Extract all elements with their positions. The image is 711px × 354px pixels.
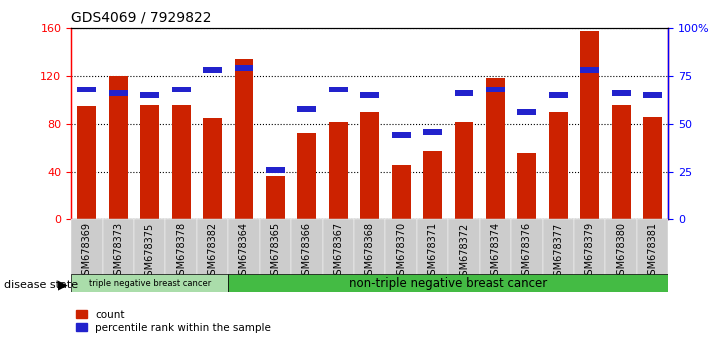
Bar — [611, 90, 631, 96]
Text: GSM678381: GSM678381 — [648, 222, 658, 281]
Text: GSM678370: GSM678370 — [396, 222, 406, 281]
Bar — [266, 176, 285, 219]
Text: GDS4069 / 7929822: GDS4069 / 7929822 — [71, 10, 212, 24]
Bar — [297, 105, 316, 112]
Bar — [235, 59, 253, 219]
Bar — [140, 92, 159, 98]
Bar — [329, 121, 348, 219]
Text: GSM678373: GSM678373 — [113, 222, 123, 281]
Bar — [542, 219, 574, 276]
Text: ▶: ▶ — [58, 279, 68, 291]
Bar — [392, 132, 410, 138]
Bar — [228, 219, 260, 276]
Bar — [360, 92, 379, 98]
Bar — [166, 219, 197, 276]
Bar — [228, 274, 668, 292]
Bar — [329, 86, 348, 92]
Bar — [354, 219, 385, 276]
Bar — [71, 274, 228, 292]
Text: GSM678368: GSM678368 — [365, 222, 375, 281]
Text: disease state: disease state — [4, 280, 77, 290]
Text: GSM678375: GSM678375 — [144, 222, 155, 281]
Bar — [197, 219, 228, 276]
Text: GSM678376: GSM678376 — [522, 222, 532, 281]
Bar — [580, 67, 599, 73]
Bar — [423, 129, 442, 135]
Bar — [518, 109, 536, 115]
Bar — [518, 153, 536, 219]
Text: non-triple negative breast cancer: non-triple negative breast cancer — [349, 277, 547, 290]
Bar — [109, 76, 128, 219]
Bar — [417, 219, 449, 276]
Text: GSM678366: GSM678366 — [302, 222, 312, 281]
Bar — [611, 105, 631, 219]
Bar — [423, 152, 442, 219]
Legend: count, percentile rank within the sample: count, percentile rank within the sample — [76, 310, 271, 333]
Bar — [480, 219, 511, 276]
Bar — [606, 219, 637, 276]
Bar — [643, 117, 662, 219]
Text: GSM678377: GSM678377 — [553, 222, 563, 281]
Bar — [235, 65, 253, 72]
Bar — [266, 167, 285, 173]
Bar — [77, 106, 96, 219]
Text: GSM678371: GSM678371 — [427, 222, 437, 281]
Bar — [171, 86, 191, 92]
Text: GSM678379: GSM678379 — [584, 222, 595, 281]
Text: GSM678372: GSM678372 — [459, 222, 469, 281]
Bar — [549, 112, 568, 219]
Bar — [385, 219, 417, 276]
Bar — [102, 219, 134, 276]
Bar — [171, 105, 191, 219]
Bar — [109, 90, 128, 96]
Bar — [574, 219, 606, 276]
Bar — [511, 219, 542, 276]
Bar — [323, 219, 354, 276]
Bar — [360, 112, 379, 219]
Bar — [134, 219, 166, 276]
Bar — [203, 67, 222, 73]
Bar — [260, 219, 291, 276]
Text: GSM678365: GSM678365 — [270, 222, 280, 281]
Text: GSM678382: GSM678382 — [208, 222, 218, 281]
Text: GSM678378: GSM678378 — [176, 222, 186, 281]
Bar — [486, 86, 505, 92]
Text: triple negative breast cancer: triple negative breast cancer — [89, 279, 210, 288]
Bar — [71, 219, 102, 276]
Bar — [203, 118, 222, 219]
Text: GSM678364: GSM678364 — [239, 222, 249, 281]
Bar — [454, 90, 474, 96]
Bar — [643, 92, 662, 98]
Bar — [449, 219, 480, 276]
Bar — [454, 121, 474, 219]
Bar — [486, 79, 505, 219]
Bar — [549, 92, 568, 98]
Bar — [77, 86, 96, 92]
Text: GSM678367: GSM678367 — [333, 222, 343, 281]
Text: GSM678374: GSM678374 — [491, 222, 501, 281]
Bar — [580, 31, 599, 219]
Text: GSM678369: GSM678369 — [82, 222, 92, 281]
Bar — [637, 219, 668, 276]
Bar — [392, 165, 410, 219]
Text: GSM678380: GSM678380 — [616, 222, 626, 281]
Bar — [297, 133, 316, 219]
Bar — [291, 219, 323, 276]
Bar — [140, 105, 159, 219]
